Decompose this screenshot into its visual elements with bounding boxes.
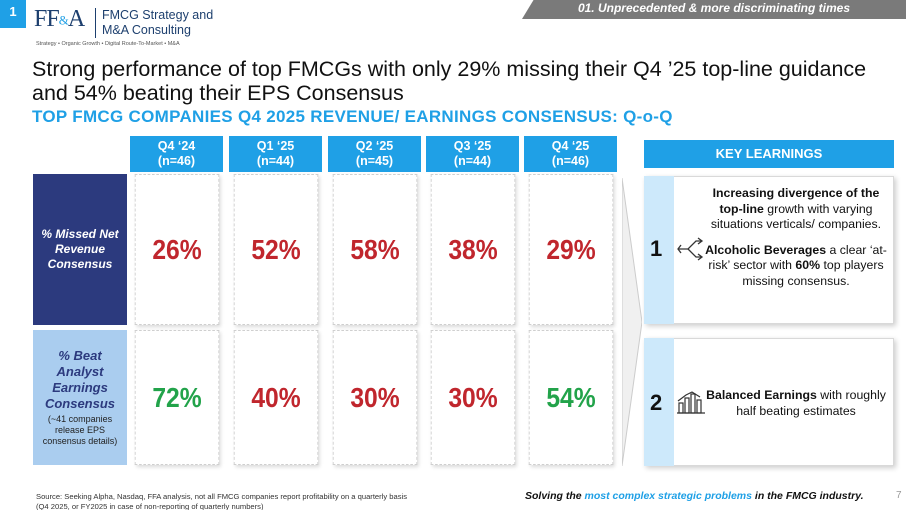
section-tab: 01. Unprecedented & more discriminating … — [522, 0, 906, 19]
column-count: (n=44) — [453, 154, 492, 168]
table-cell: 40% — [233, 330, 319, 465]
table-cell: 29% — [528, 174, 614, 325]
balance-chart-icon — [677, 391, 705, 414]
key-learning-bold: 60% — [795, 258, 821, 272]
key-learning-strip — [644, 176, 674, 324]
column-period: Q4 ‘24 — [157, 139, 196, 153]
column-period: Q4 ‘25 — [551, 139, 590, 153]
slide-number: 1 — [0, 0, 26, 28]
footer-post: in the FMCG industry. — [751, 490, 864, 502]
key-learning-strip — [644, 338, 674, 466]
row-label-missed-revenue: % Missed Net Revenue Consensus — [33, 174, 127, 325]
logo-mark-right: A — [67, 6, 85, 32]
row-label-text: % Beat Analyst Earnings Consensus — [44, 348, 116, 411]
key-learning-rest: with roughly half beating estimates — [736, 388, 886, 418]
key-learning-card — [644, 338, 894, 466]
column-header: Q1 ‘25 (n=44) — [229, 136, 322, 172]
key-learning-text: Increasing divergence of the top-line gr… — [700, 186, 892, 289]
column-count: (n=45) — [355, 154, 394, 168]
table-cell: 38% — [430, 174, 516, 325]
column-count: (n=46) — [157, 154, 196, 168]
source-note: Source: Seeking Alpha, Nasdaq, FFA analy… — [36, 492, 408, 510]
key-learning-rest: top players missing consensus. — [742, 258, 884, 288]
column-header: Q2 ‘25 (n=45) — [328, 136, 421, 172]
key-learning-bold: Increasing divergence of the top-line — [712, 186, 880, 216]
table-cell: 30% — [332, 330, 418, 465]
key-learnings-header: KEY LEARNINGS — [644, 140, 894, 168]
key-learning-bold: Balanced Earnings — [706, 388, 817, 402]
key-learning-text: Balanced Earnings with roughly half beat… — [700, 388, 892, 419]
column-period: Q3 ‘25 — [453, 139, 492, 153]
logo-name: FMCG Strategy and M&A Consulting — [102, 8, 214, 37]
column-count: (n=44) — [256, 154, 295, 168]
table-cell: 52% — [233, 174, 319, 325]
diverging-arrows-icon — [677, 237, 704, 261]
column-count: (n=46) — [551, 154, 590, 168]
row-label-beat-earnings: % Beat Analyst Earnings Consensus (~41 co… — [33, 330, 127, 465]
logo-divider — [95, 8, 96, 38]
row-label-text: % Missed Net Revenue Consensus — [41, 227, 119, 271]
column-header: Q3 ‘25 (n=44) — [426, 136, 519, 172]
column-period: Q1 ‘25 — [256, 139, 295, 153]
logo: FF&A — [34, 6, 85, 33]
footer-highlight: most complex strategic problems — [584, 490, 752, 502]
chevron-arrow-icon — [622, 178, 642, 466]
key-learning-rest: a clear ‘at-risk’ sector with — [708, 242, 887, 273]
row-label-note: (~41 companies release EPS consensus det… — [42, 414, 118, 446]
key-learning-number: 1 — [650, 236, 663, 261]
key-learning-rest: growth with varying situations verticals… — [710, 201, 882, 232]
column-period: Q2 ‘25 — [355, 139, 394, 153]
table-cell: 26% — [134, 174, 220, 325]
key-learning-card — [644, 176, 894, 324]
logo-mark-amp: & — [58, 12, 69, 28]
key-learning-bold: Alcoholic Beverages — [705, 242, 827, 257]
page-subtitle: TOP FMCG COMPANIES Q4 2025 REVENUE/ EARN… — [32, 107, 673, 126]
table-cell: 72% — [134, 330, 220, 465]
table-cell: 30% — [430, 330, 516, 465]
column-header: Q4 ‘25 (n=46) — [524, 136, 617, 172]
footer-pre: Solving the — [525, 490, 585, 502]
page-number: 7 — [896, 490, 902, 501]
logo-mark-left: FF — [34, 6, 60, 32]
logo-tagline: Strategy • Organic Growth • Digital Rout… — [36, 41, 180, 47]
table-cell: 58% — [332, 174, 418, 325]
table-cell: 54% — [528, 330, 614, 465]
column-header: Q4 ‘24 (n=46) — [130, 136, 223, 172]
key-learning-number: 2 — [650, 390, 663, 415]
page-title: Strong performance of top FMCGs with onl… — [32, 57, 867, 105]
footer-tagline: Solving the most complex strategic probl… — [525, 490, 864, 502]
